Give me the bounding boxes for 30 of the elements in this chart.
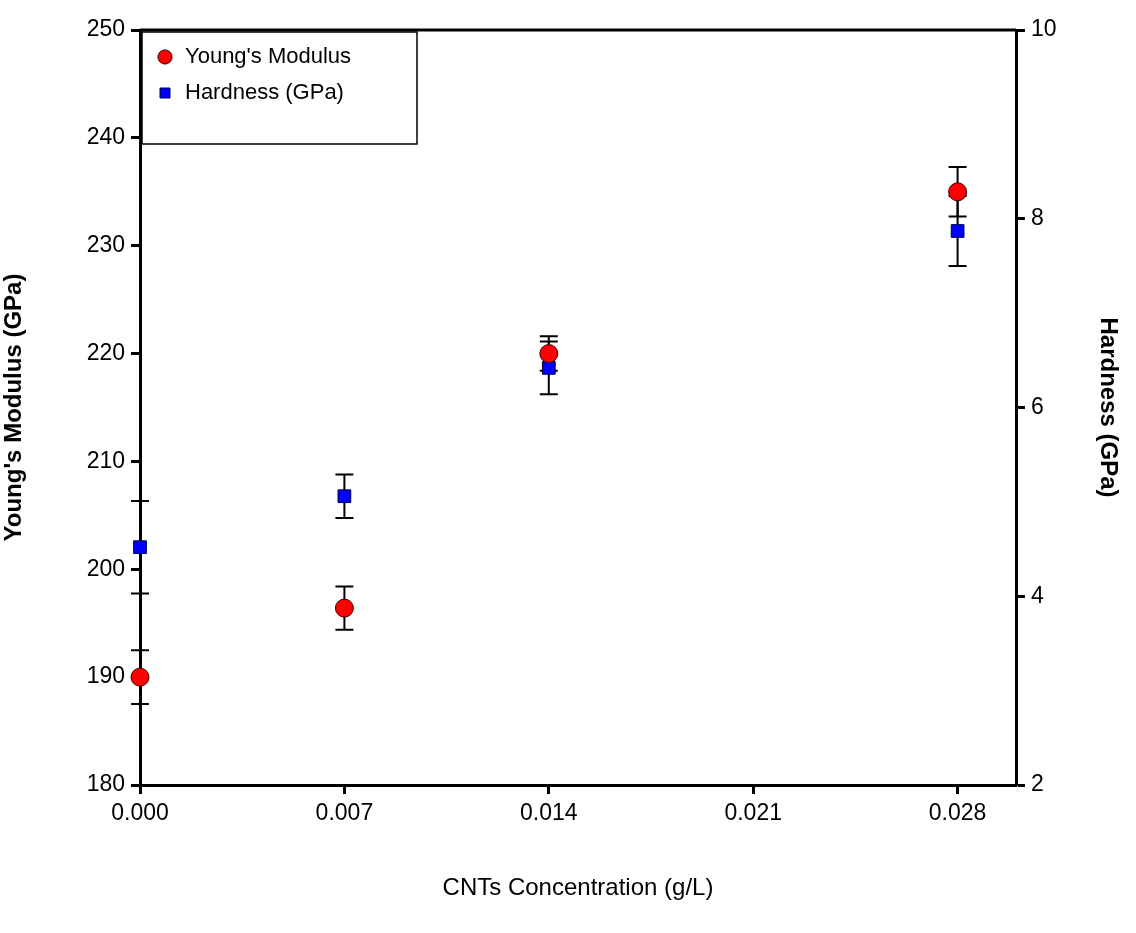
x-tick-label: 0.014: [520, 799, 578, 826]
legend-label: Young's Modulus: [185, 43, 352, 69]
y-tick-label: 220: [86, 338, 125, 365]
y2-tick-label: 6: [1031, 392, 1044, 419]
y2-axis-title: Hardness (GPa): [1095, 317, 1123, 498]
y-tick-label: 190: [86, 662, 125, 689]
x-tick-label: 0.000: [111, 799, 169, 826]
x-tick-label: 0.007: [315, 799, 374, 826]
x-tick-label: 0.028: [928, 799, 987, 826]
y-tick-label: 200: [86, 554, 125, 581]
point: [337, 489, 352, 504]
point: [950, 224, 965, 238]
y-tick-label: 180: [86, 770, 125, 797]
y-tick-label: 210: [86, 446, 125, 473]
point: [539, 344, 559, 364]
y2-tick-label: 4: [1031, 581, 1044, 608]
x-tick-label: 0.021: [724, 799, 782, 826]
y2-tick-label: 8: [1031, 204, 1044, 231]
point: [948, 182, 968, 202]
legend-label: Hardness (GPa): [185, 79, 344, 105]
y2-tick-label: 10: [1031, 15, 1057, 42]
y2-tick-label: 2: [1031, 770, 1044, 797]
y-tick-label: 250: [86, 15, 125, 42]
point: [334, 598, 354, 618]
point: [133, 540, 147, 555]
y-tick-label: 240: [86, 123, 125, 150]
x-axis-title: CNTs Concentration (g/L): [442, 873, 714, 901]
y-tick-label: 230: [86, 231, 125, 258]
y-axis-title: Young's Modulus (GPa): [0, 273, 27, 542]
point: [130, 667, 150, 687]
